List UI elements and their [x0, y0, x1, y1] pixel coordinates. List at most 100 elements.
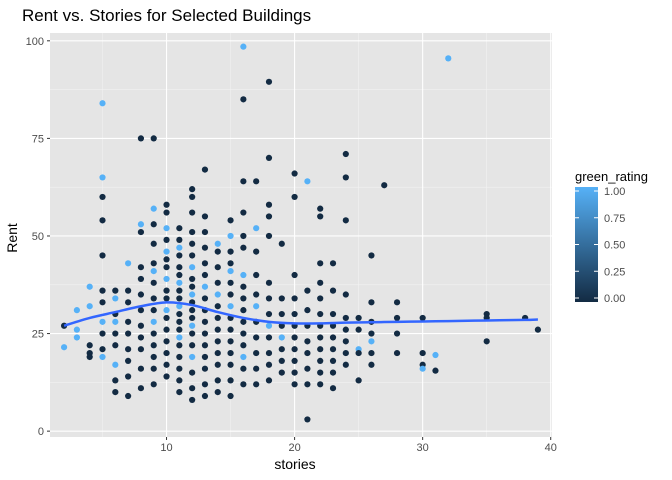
- data-point: [253, 178, 260, 185]
- data-point: [125, 373, 132, 380]
- data-point: [304, 349, 311, 357]
- data-point: [291, 310, 298, 318]
- data-point: [342, 326, 349, 333]
- data-points: [60, 43, 542, 423]
- data-point: [150, 353, 157, 361]
- data-point: [317, 310, 324, 318]
- data-point: [201, 295, 209, 302]
- data-point: [317, 381, 324, 388]
- data-point: [342, 361, 349, 368]
- data-point: [189, 342, 196, 349]
- data-point: [227, 248, 234, 255]
- data-point: [201, 244, 209, 251]
- data-point: [329, 385, 337, 392]
- data-point: [137, 135, 145, 142]
- data-point: [163, 373, 170, 380]
- data-point: [125, 318, 132, 325]
- data-point: [189, 353, 196, 361]
- data-point: [317, 279, 324, 286]
- data-point: [329, 346, 337, 353]
- data-point: [227, 232, 234, 240]
- data-point: [253, 334, 260, 341]
- data-point: [150, 268, 157, 275]
- data-point: [163, 264, 170, 271]
- data-point: [265, 78, 273, 85]
- data-point: [189, 193, 196, 201]
- data-point: [189, 314, 196, 322]
- data-point: [150, 365, 157, 372]
- data-point: [368, 252, 375, 259]
- data-point: [291, 346, 298, 353]
- data-point: [73, 334, 80, 341]
- data-point: [189, 369, 196, 376]
- data-point: [265, 232, 273, 240]
- y-axis-title: Rent: [4, 223, 20, 253]
- data-point: [317, 357, 324, 364]
- data-point: [201, 318, 209, 325]
- data-point: [214, 377, 221, 384]
- data-point: [214, 279, 221, 286]
- data-point: [99, 353, 106, 361]
- data-point: [163, 326, 170, 333]
- data-point: [73, 326, 80, 333]
- data-point: [304, 307, 311, 314]
- data-point: [253, 248, 260, 255]
- smooth-trend-line: [63, 301, 538, 327]
- x-tick-label: 30: [417, 442, 429, 454]
- data-point: [176, 318, 183, 325]
- data-point: [137, 346, 145, 353]
- data-point: [176, 252, 183, 259]
- data-point: [150, 342, 157, 349]
- data-point: [189, 209, 196, 216]
- data-point: [112, 377, 119, 384]
- data-point: [227, 279, 234, 286]
- data-point: [150, 260, 157, 267]
- data-point: [176, 310, 183, 318]
- data-point: [317, 334, 324, 341]
- data-point: [201, 353, 209, 361]
- y-tick-label: 25: [32, 329, 44, 341]
- data-point: [265, 349, 273, 357]
- data-point: [163, 201, 170, 208]
- data-point: [163, 349, 170, 357]
- data-point: [176, 264, 183, 271]
- data-point: [342, 150, 349, 158]
- data-point: [227, 377, 234, 384]
- legend-tick-label: 0.75: [604, 213, 625, 225]
- data-point: [150, 307, 157, 314]
- data-point: [150, 295, 157, 302]
- data-point: [240, 178, 247, 185]
- data-point: [201, 271, 209, 279]
- data-point: [240, 342, 247, 349]
- data-point: [86, 283, 93, 290]
- data-point: [214, 326, 221, 333]
- data-point: [201, 228, 209, 236]
- data-point: [99, 252, 106, 259]
- data-point: [240, 271, 247, 279]
- data-point: [125, 299, 132, 306]
- data-point: [265, 377, 273, 384]
- data-point: [278, 346, 285, 353]
- data-point: [419, 365, 426, 372]
- data-point: [99, 287, 106, 294]
- data-point: [355, 314, 362, 322]
- data-point: [112, 361, 119, 368]
- data-point: [368, 338, 375, 345]
- data-point: [163, 307, 170, 314]
- data-point: [86, 342, 93, 349]
- data-point: [214, 240, 221, 247]
- x-tick-label: 10: [160, 442, 172, 454]
- data-point: [253, 291, 260, 298]
- data-point: [73, 307, 80, 314]
- data-point: [240, 365, 247, 372]
- data-point: [201, 213, 209, 220]
- data-point: [137, 275, 145, 283]
- data-point: [432, 351, 439, 359]
- data-point: [291, 170, 298, 177]
- data-point: [214, 291, 221, 298]
- legend-tick-label: 0.00: [604, 293, 625, 305]
- data-point: [150, 279, 157, 286]
- legend-tick-label: 1.00: [604, 186, 625, 198]
- data-point: [99, 100, 106, 107]
- data-point: [137, 385, 145, 392]
